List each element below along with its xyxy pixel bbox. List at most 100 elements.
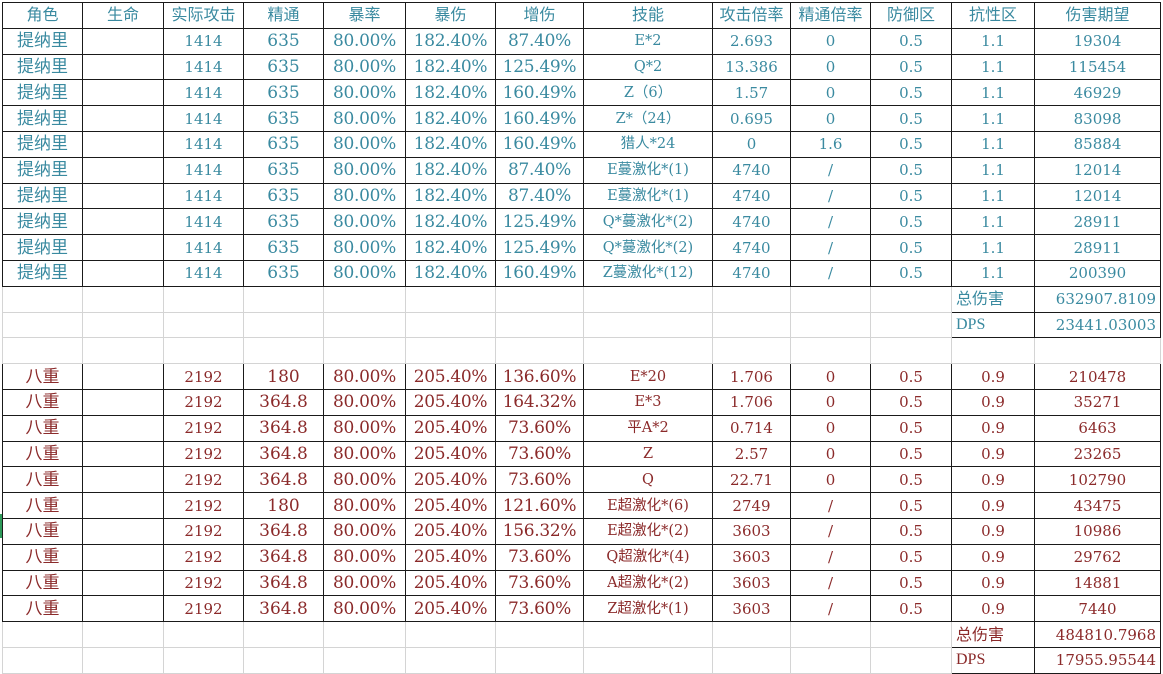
- cell-dmg[interactable]: 125.49%: [495, 53, 584, 81]
- empty-cell[interactable]: [790, 337, 871, 365]
- empty-cell[interactable]: [790, 646, 871, 674]
- empty-cell[interactable]: [405, 311, 496, 339]
- empty-cell[interactable]: [405, 646, 496, 674]
- cell-dmg[interactable]: 125.49%: [495, 208, 584, 236]
- cell-atk-mult[interactable]: 0.714: [712, 414, 791, 442]
- cell-def[interactable]: 0.5: [870, 414, 952, 442]
- cell-exp[interactable]: 29762: [1034, 543, 1161, 571]
- cell-char[interactable]: 提纳里: [2, 234, 83, 261]
- cell-def[interactable]: 0.5: [870, 79, 952, 107]
- cell-res[interactable]: 0.9: [951, 440, 1035, 468]
- cell-cr[interactable]: 80.00%: [323, 595, 406, 623]
- cell-atk[interactable]: 1414: [163, 79, 244, 107]
- cell-cd[interactable]: 182.40%: [405, 79, 496, 107]
- cell-atk[interactable]: 1414: [163, 105, 244, 132]
- cell-skill[interactable]: Q*2: [583, 53, 713, 81]
- empty-cell[interactable]: [82, 285, 164, 313]
- cell-def[interactable]: 0.5: [870, 208, 952, 236]
- cell-em-mult[interactable]: 0: [790, 388, 871, 416]
- cell-cr[interactable]: 80.00%: [323, 156, 406, 184]
- cell-res[interactable]: 1.1: [951, 208, 1035, 236]
- cell-hp[interactable]: [82, 569, 164, 597]
- cell-char[interactable]: 提纳里: [2, 182, 83, 210]
- cell-exp[interactable]: 43475: [1034, 492, 1161, 519]
- dps-label[interactable]: DPS: [951, 646, 1035, 674]
- cell-atk[interactable]: 2192: [163, 363, 244, 390]
- cell-hp[interactable]: [82, 53, 164, 81]
- header-cell[interactable]: 攻击倍率: [712, 2, 791, 29]
- cell-skill[interactable]: E蔓激化*(1): [583, 182, 713, 210]
- header-cell[interactable]: 暴率: [323, 2, 406, 29]
- cell-skill[interactable]: Z蔓激化*(12): [583, 259, 713, 287]
- empty-cell[interactable]: [712, 621, 791, 648]
- cell-char[interactable]: 提纳里: [2, 259, 83, 287]
- cell-hp[interactable]: [82, 234, 164, 261]
- cell-dmg[interactable]: 164.32%: [495, 388, 584, 416]
- cell-atk-mult[interactable]: 3603: [712, 543, 791, 571]
- cell-atk[interactable]: 2192: [163, 466, 244, 494]
- cell-em-mult[interactable]: /: [790, 156, 871, 184]
- cell-skill[interactable]: Z: [583, 440, 713, 468]
- cell-em[interactable]: 364.8: [243, 440, 324, 468]
- cell-em-mult[interactable]: 0: [790, 53, 871, 81]
- empty-cell[interactable]: [405, 337, 496, 365]
- cell-def[interactable]: 0.5: [870, 595, 952, 623]
- cell-exp[interactable]: 7440: [1034, 595, 1161, 623]
- cell-res[interactable]: 0.9: [951, 595, 1035, 623]
- empty-cell[interactable]: [495, 646, 584, 674]
- cell-em[interactable]: 635: [243, 53, 324, 81]
- cell-exp[interactable]: 46929: [1034, 79, 1161, 107]
- cell-atk[interactable]: 1414: [163, 130, 244, 158]
- empty-cell[interactable]: [82, 646, 164, 674]
- cell-hp[interactable]: [82, 466, 164, 494]
- cell-atk[interactable]: 2192: [163, 388, 244, 416]
- cell-res[interactable]: 1.1: [951, 130, 1035, 158]
- cell-cr[interactable]: 80.00%: [323, 363, 406, 390]
- total-damage-label[interactable]: 总伤害: [951, 285, 1035, 313]
- cell-def[interactable]: 0.5: [870, 543, 952, 571]
- header-cell[interactable]: 防御区: [870, 2, 952, 29]
- cell-skill[interactable]: Z超激化*(1): [583, 595, 713, 623]
- cell-em[interactable]: 635: [243, 208, 324, 236]
- cell-cr[interactable]: 80.00%: [323, 492, 406, 519]
- cell-res[interactable]: 0.9: [951, 414, 1035, 442]
- cell-cd[interactable]: 182.40%: [405, 156, 496, 184]
- empty-cell[interactable]: [583, 285, 713, 313]
- cell-em[interactable]: 364.8: [243, 388, 324, 416]
- cell-hp[interactable]: [82, 414, 164, 442]
- cell-char[interactable]: 提纳里: [2, 208, 83, 236]
- empty-cell[interactable]: [163, 285, 244, 313]
- cell-cr[interactable]: 80.00%: [323, 388, 406, 416]
- cell-def[interactable]: 0.5: [870, 569, 952, 597]
- empty-cell[interactable]: [405, 621, 496, 648]
- cell-em-mult[interactable]: 0: [790, 414, 871, 442]
- cell-atk-mult[interactable]: 3603: [712, 569, 791, 597]
- cell-atk-mult[interactable]: 2.57: [712, 440, 791, 468]
- cell-skill[interactable]: A超激化*(2): [583, 569, 713, 597]
- cell-skill[interactable]: E超激化*(2): [583, 517, 713, 545]
- cell-atk[interactable]: 1414: [163, 208, 244, 236]
- empty-cell[interactable]: [243, 311, 324, 339]
- cell-dmg[interactable]: 73.60%: [495, 440, 584, 468]
- cell-char[interactable]: 八重: [2, 569, 83, 597]
- cell-def[interactable]: 0.5: [870, 182, 952, 210]
- cell-char[interactable]: 八重: [2, 414, 83, 442]
- cell-atk-mult[interactable]: 0: [712, 130, 791, 158]
- cell-atk-mult[interactable]: 2749: [712, 492, 791, 519]
- cell-atk[interactable]: 2192: [163, 492, 244, 519]
- cell-char[interactable]: 提纳里: [2, 130, 83, 158]
- cell-def[interactable]: 0.5: [870, 517, 952, 545]
- empty-cell[interactable]: [790, 621, 871, 648]
- header-cell[interactable]: 生命: [82, 2, 164, 29]
- dps-value[interactable]: 17955.95544: [1034, 646, 1161, 674]
- cell-em[interactable]: 635: [243, 105, 324, 132]
- cell-atk[interactable]: 1414: [163, 234, 244, 261]
- cell-skill[interactable]: Z*（24）: [583, 105, 713, 132]
- cell-exp[interactable]: 35271: [1034, 388, 1161, 416]
- cell-em-mult[interactable]: /: [790, 234, 871, 261]
- cell-skill[interactable]: Q超激化*(4): [583, 543, 713, 571]
- empty-cell[interactable]: [2, 311, 83, 339]
- cell-skill[interactable]: E超激化*(6): [583, 492, 713, 519]
- cell-res[interactable]: 1.1: [951, 53, 1035, 81]
- cell-skill[interactable]: Q: [583, 466, 713, 494]
